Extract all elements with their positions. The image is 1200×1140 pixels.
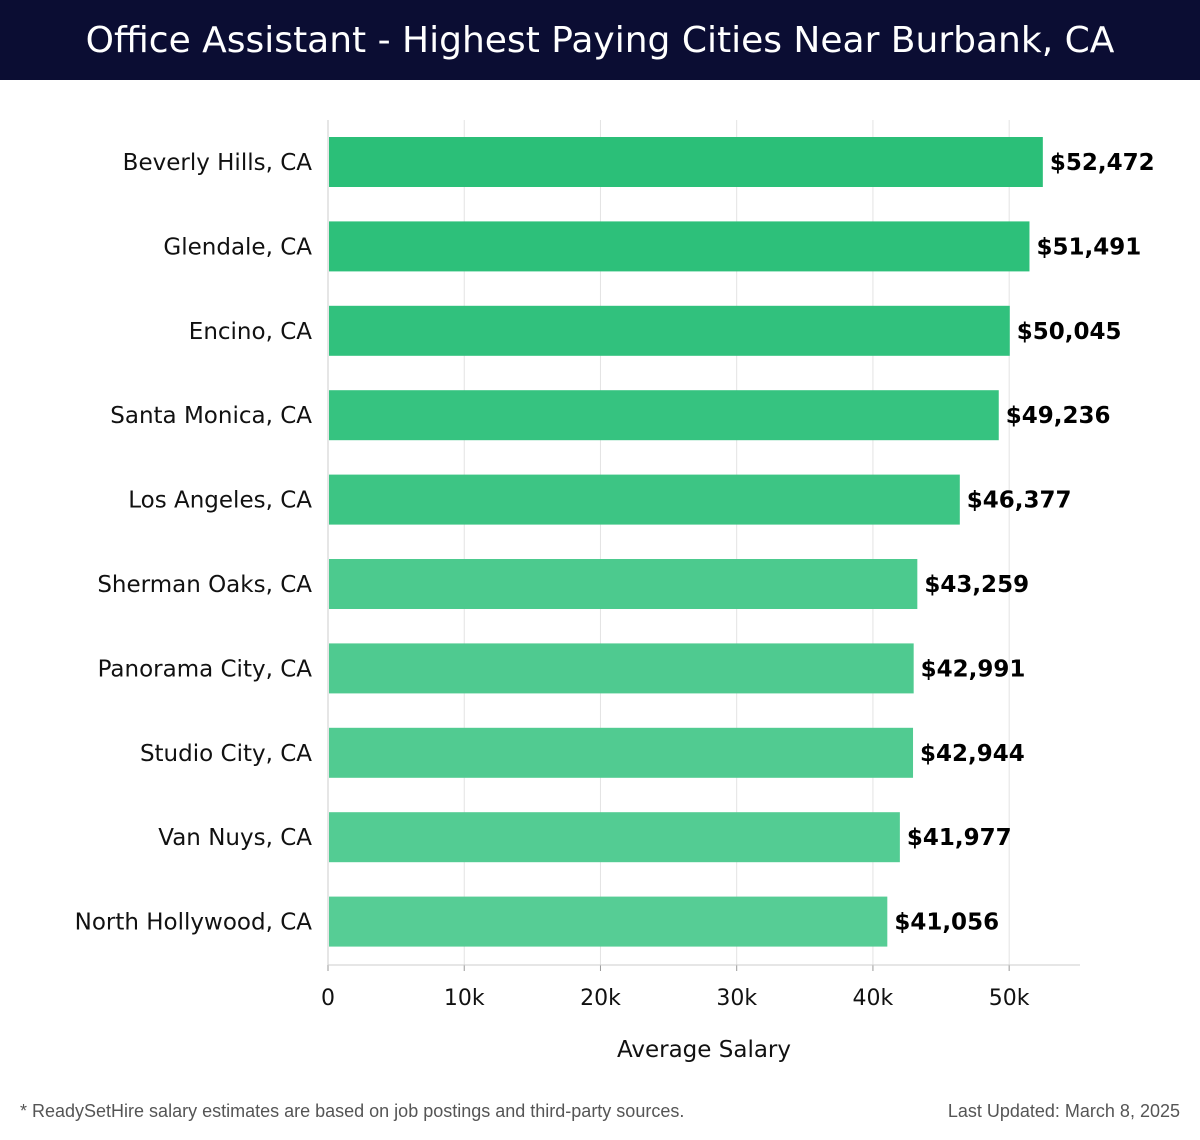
chart-title: Office Assistant - Highest Paying Cities… xyxy=(85,19,1115,61)
value-label: $52,472 xyxy=(1050,150,1155,176)
bar xyxy=(329,137,1043,187)
category-label: Sherman Oaks, CA xyxy=(97,572,312,598)
bar xyxy=(329,390,999,441)
value-labels: $52,472 $51,491 $50,045 $49,236 $46,377 $43,2… xyxy=(894,150,1154,936)
footer-note: * ReadySetHire salary estimates are base… xyxy=(20,1101,685,1121)
value-label: $46,377 xyxy=(967,488,1072,514)
bar xyxy=(329,559,918,609)
category-label: Glendale, CA xyxy=(163,234,312,260)
bars xyxy=(329,137,1043,947)
value-label: $50,045 xyxy=(1017,319,1122,345)
x-axis: 0 10k 20k 30k 40k 50k Average Salary xyxy=(321,120,1080,1063)
value-label: $49,236 xyxy=(1006,403,1111,429)
x-tick-label: 20k xyxy=(580,986,621,1011)
bar xyxy=(329,812,900,863)
category-labels: Beverly Hills, CA Glendale, CA Encino, CA S… xyxy=(75,150,313,936)
header-banner: Office Assistant - Highest Paying Cities… xyxy=(0,0,1200,80)
category-label: North Hollywood, CA xyxy=(75,910,313,936)
value-label: $41,977 xyxy=(907,825,1012,851)
x-tick-label: 10k xyxy=(444,986,485,1011)
x-axis-title: Average Salary xyxy=(617,1037,791,1063)
bar xyxy=(329,474,960,525)
category-label: Panorama City, CA xyxy=(98,656,313,682)
category-label: Studio City, CA xyxy=(140,741,312,767)
x-tick-label: 40k xyxy=(853,986,894,1011)
bar xyxy=(329,305,1010,356)
category-label: Encino, CA xyxy=(189,319,312,345)
bar xyxy=(329,643,914,694)
category-label: Beverly Hills, CA xyxy=(123,150,313,176)
bar xyxy=(329,727,914,778)
salary-bar-chart: Beverly Hills, CA Glendale, CA Encino, CA S… xyxy=(75,120,1155,1063)
last-updated: Last Updated: March 8, 2025 xyxy=(947,1101,1180,1121)
value-label: $42,991 xyxy=(921,656,1026,682)
category-label: Van Nuys, CA xyxy=(158,825,312,851)
value-label: $41,056 xyxy=(894,910,999,936)
value-label: $43,259 xyxy=(924,572,1029,598)
x-tick-label: 0 xyxy=(321,986,335,1011)
x-tick-label: 50k xyxy=(989,986,1030,1011)
bar xyxy=(329,221,1030,272)
category-label: Los Angeles, CA xyxy=(128,488,312,514)
value-label: $42,944 xyxy=(920,741,1025,767)
x-tick-label: 30k xyxy=(716,986,757,1011)
category-label: Santa Monica, CA xyxy=(110,403,312,429)
value-label: $51,491 xyxy=(1036,234,1141,260)
bar xyxy=(329,896,888,947)
